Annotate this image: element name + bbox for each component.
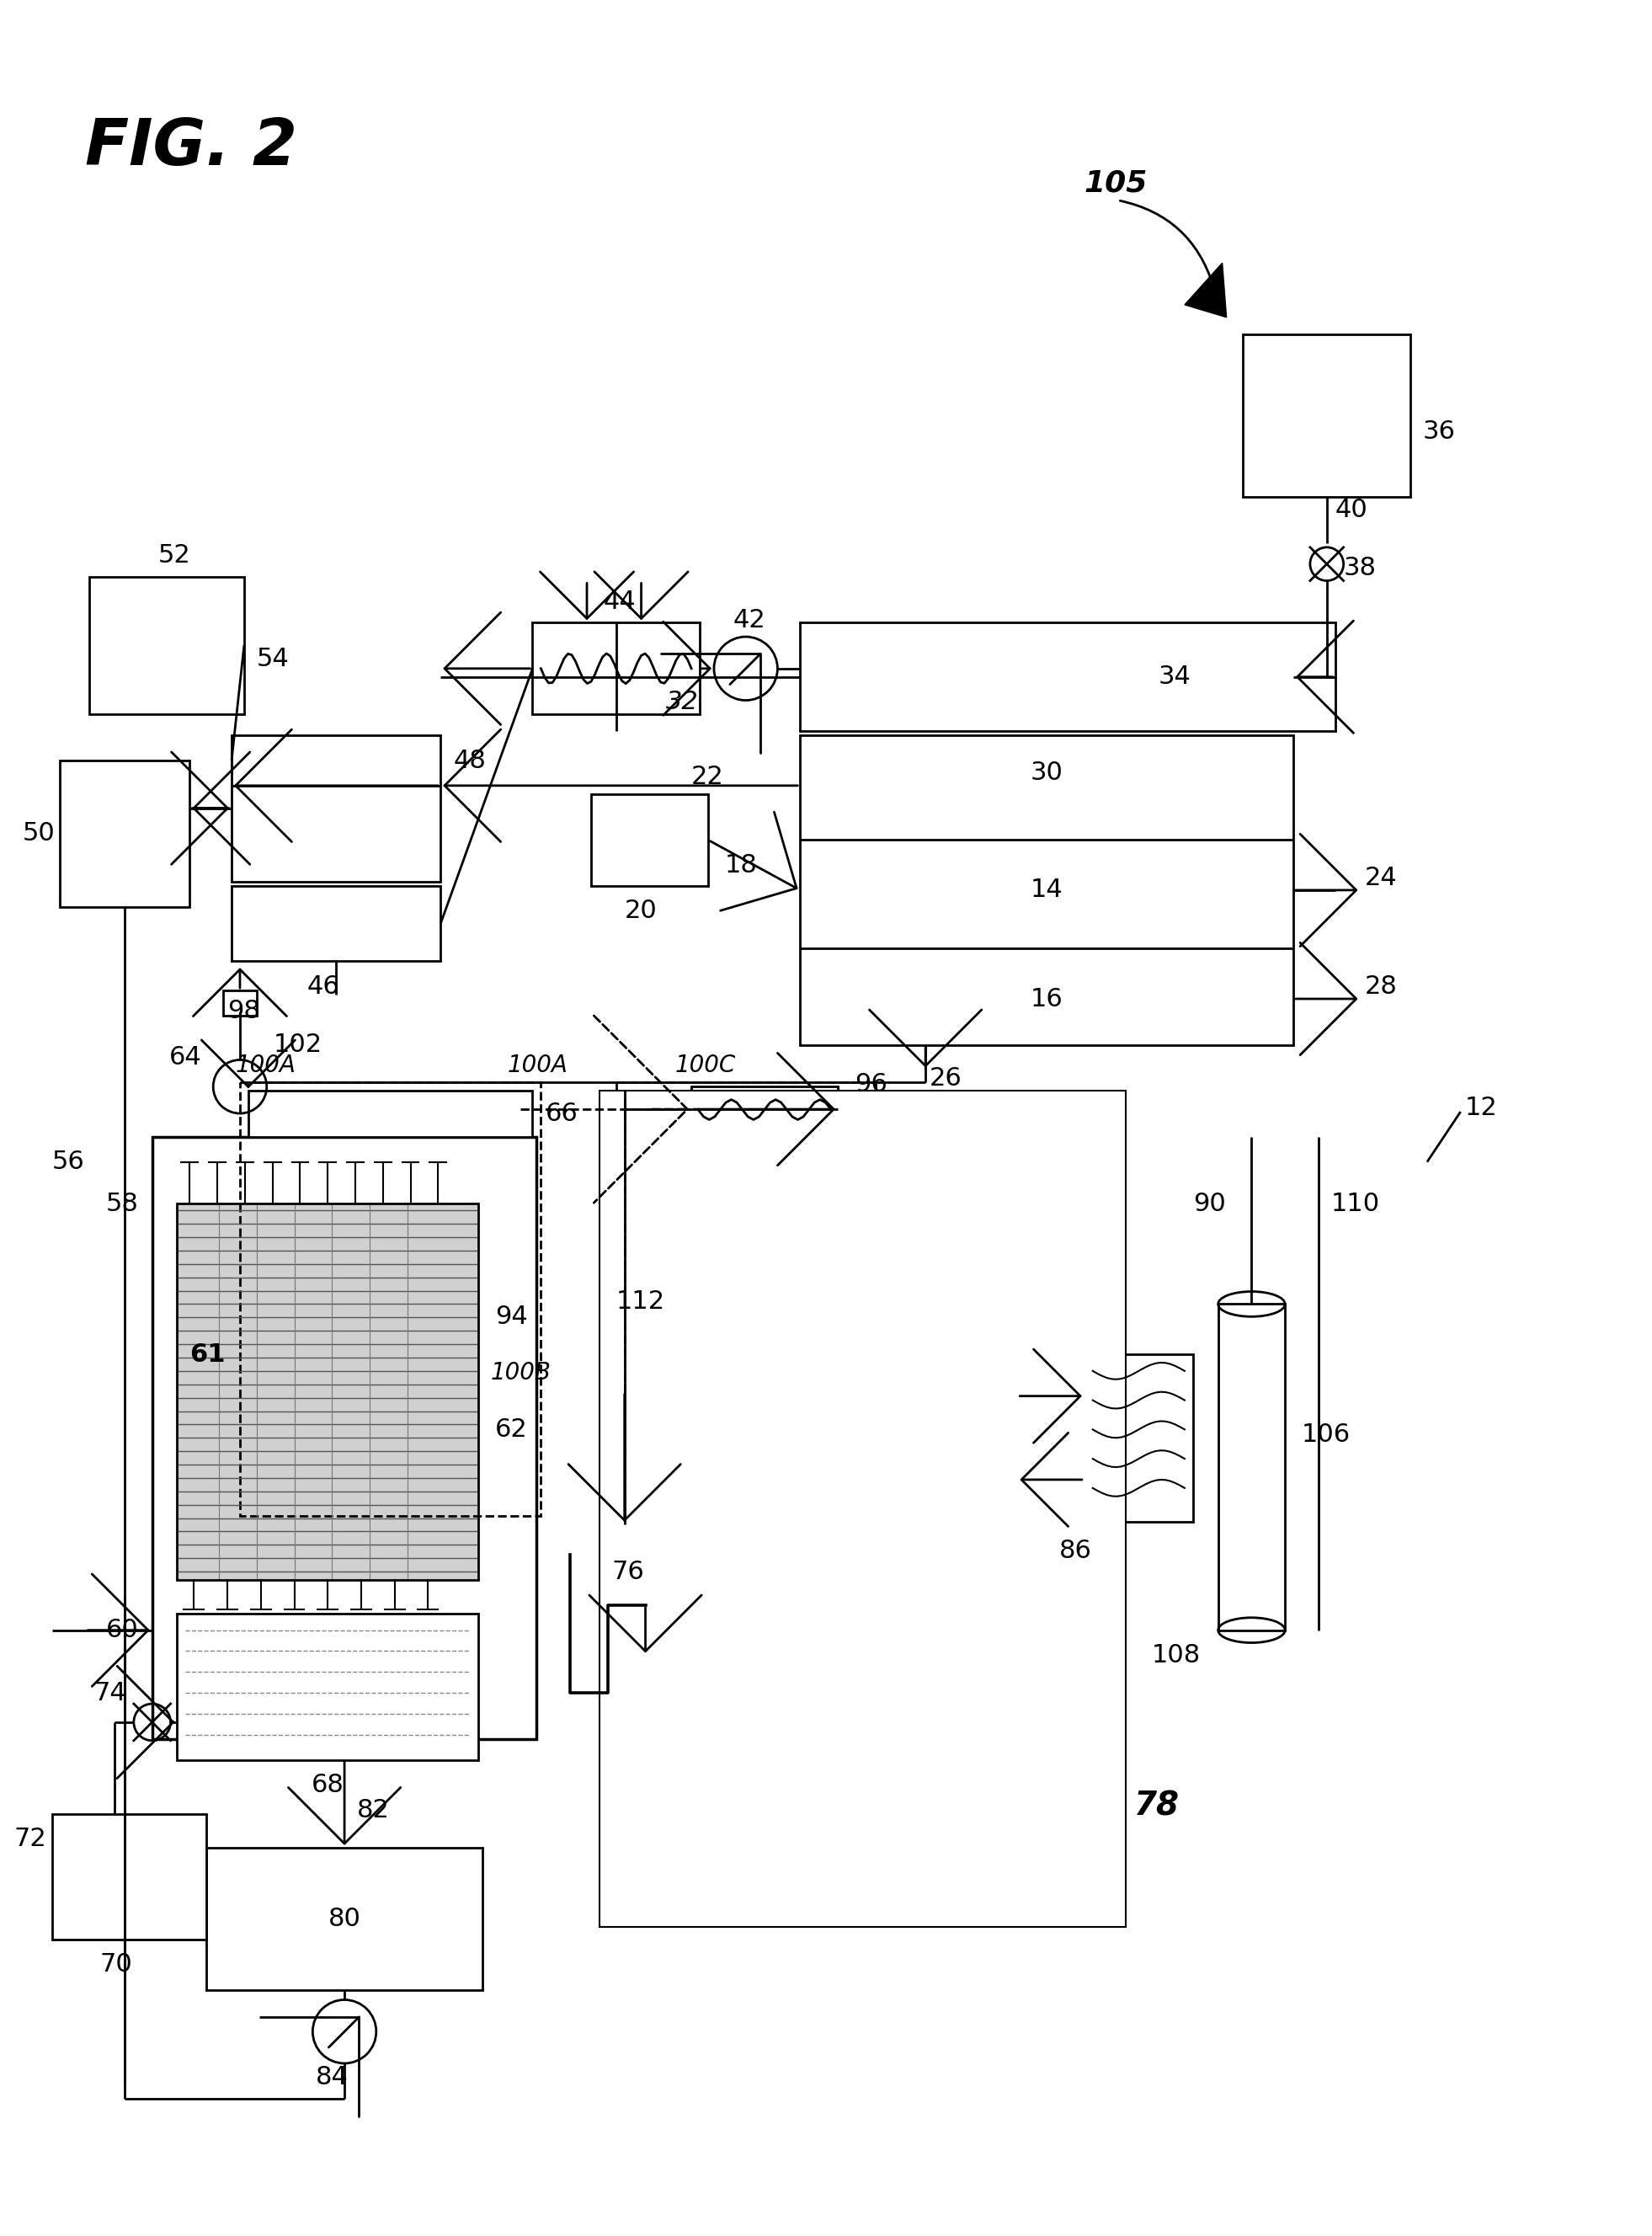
Text: 84: 84 [316, 2066, 349, 2091]
Text: 46: 46 [307, 975, 340, 999]
Text: 94: 94 [496, 1304, 527, 1328]
Text: 61: 61 [190, 1342, 226, 1366]
Bar [231, 736, 441, 881]
Bar [248, 1091, 532, 1136]
Bar [591, 794, 709, 885]
Text: 50: 50 [23, 821, 55, 845]
Text: 108: 108 [1151, 1643, 1201, 1668]
Bar [59, 760, 190, 908]
Bar [240, 1082, 540, 1516]
Text: 82: 82 [357, 1798, 390, 1822]
Text: 96: 96 [854, 1071, 887, 1096]
Text: 66: 66 [545, 1100, 578, 1125]
Bar [800, 736, 1294, 1044]
Text: 68: 68 [311, 1773, 344, 1798]
Bar [51, 1813, 206, 1939]
Text: 52: 52 [159, 543, 190, 568]
Text: 86: 86 [1059, 1538, 1092, 1563]
Text: 16: 16 [1031, 986, 1062, 1011]
Text: 40: 40 [1335, 496, 1368, 521]
Bar [152, 1136, 537, 1740]
Text: 100C: 100C [674, 1053, 735, 1078]
Text: 56: 56 [51, 1149, 84, 1174]
Text: 106: 106 [1302, 1422, 1351, 1447]
Polygon shape [1184, 264, 1226, 318]
Text: 72: 72 [15, 1827, 46, 1851]
Bar [177, 1203, 477, 1581]
Bar [223, 991, 256, 1015]
Text: 60: 60 [106, 1619, 139, 1643]
Text: 64: 64 [169, 1044, 202, 1069]
Text: 74: 74 [94, 1681, 126, 1706]
Text: 102: 102 [273, 1033, 322, 1058]
Text: 32: 32 [666, 689, 699, 713]
Text: 24: 24 [1365, 865, 1398, 890]
Text: 22: 22 [692, 765, 724, 789]
Bar [600, 1091, 1127, 1927]
Text: 44: 44 [603, 590, 636, 615]
Bar [231, 885, 441, 961]
Text: 12: 12 [1465, 1096, 1497, 1120]
Text: 20: 20 [624, 899, 657, 923]
Text: 70: 70 [99, 1952, 132, 1977]
Text: FIG. 2: FIG. 2 [86, 116, 297, 179]
Text: 112: 112 [616, 1290, 666, 1315]
Text: 34: 34 [1158, 664, 1191, 689]
Text: 76: 76 [611, 1558, 644, 1583]
Text: 110: 110 [1332, 1192, 1379, 1216]
Bar [532, 622, 700, 716]
Text: 90: 90 [1193, 1192, 1226, 1216]
Text: 100A: 100A [236, 1053, 296, 1078]
Text: 26: 26 [930, 1067, 963, 1091]
Bar [692, 1087, 838, 1134]
Bar [177, 1614, 477, 1760]
Bar [1244, 333, 1411, 496]
Text: 98: 98 [228, 999, 259, 1024]
Bar [800, 622, 1335, 731]
Text: 54: 54 [256, 646, 289, 671]
Text: 14: 14 [1031, 879, 1062, 903]
Text: 38: 38 [1343, 557, 1376, 581]
Text: 42: 42 [733, 608, 767, 633]
Bar [616, 1082, 876, 1516]
Text: 100A: 100A [507, 1053, 568, 1078]
Text: 48: 48 [453, 749, 486, 774]
Bar [89, 577, 244, 716]
Text: 62: 62 [496, 1418, 527, 1442]
Text: 100B: 100B [491, 1362, 552, 1384]
Text: 36: 36 [1422, 420, 1455, 445]
Text: 18: 18 [725, 852, 758, 877]
Text: 58: 58 [106, 1192, 139, 1216]
Text: 78: 78 [1135, 1789, 1180, 1822]
Bar [1218, 1304, 1285, 1630]
Text: 80: 80 [329, 1907, 360, 1932]
Text: 28: 28 [1365, 975, 1398, 999]
Bar [1084, 1355, 1193, 1520]
Text: 105: 105 [1084, 170, 1148, 197]
Text: 30: 30 [1031, 760, 1064, 785]
Bar [206, 1847, 482, 1990]
